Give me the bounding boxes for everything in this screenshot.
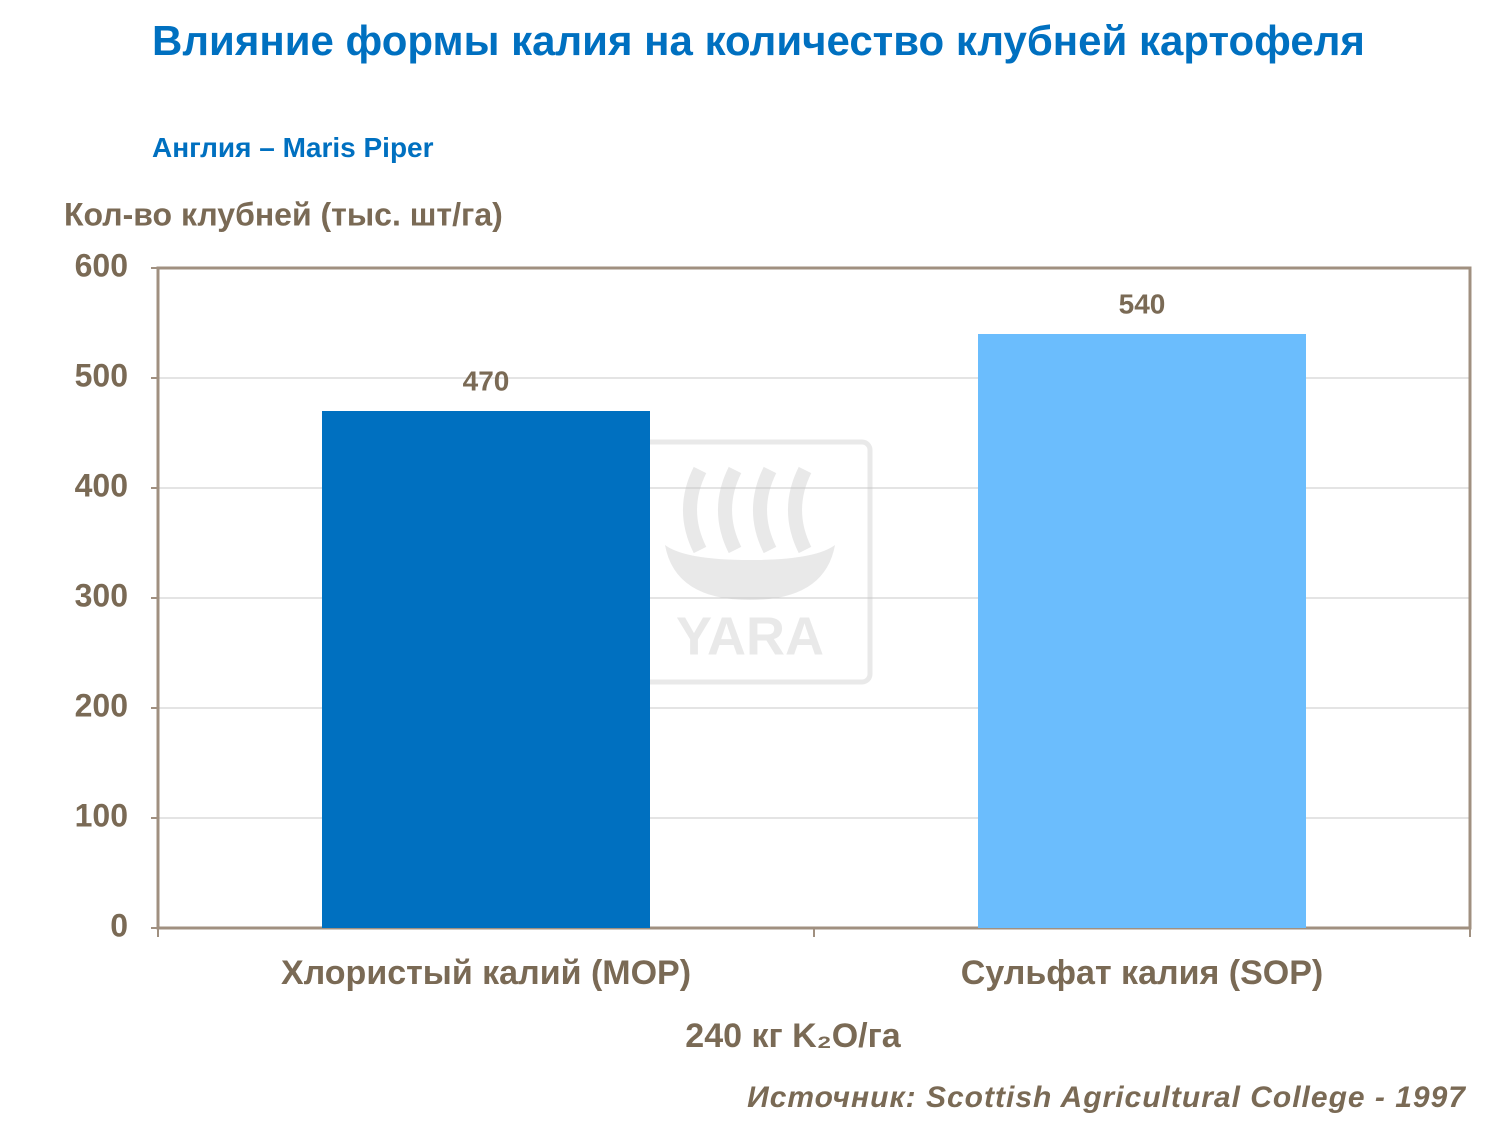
chart-subtitle: Англия – Maris Piper bbox=[152, 132, 434, 163]
x-axis-label: 240 кг K₂O/га bbox=[685, 1017, 902, 1055]
y-tick-label: 100 bbox=[75, 797, 128, 833]
chart-title: Влияние формы калия на количество клубне… bbox=[152, 17, 1365, 64]
y-tick-label: 500 bbox=[75, 357, 128, 393]
y-tick-label: 0 bbox=[110, 907, 128, 943]
value-label: 470 bbox=[463, 365, 510, 396]
bar bbox=[978, 334, 1306, 928]
source: Источник: Scottish Agricultural College … bbox=[747, 1081, 1466, 1114]
y-axis-label: Кол-во клубней (тыс. шт/га) bbox=[64, 196, 503, 232]
x-tick-label: Сульфат калия (SOP) bbox=[961, 954, 1323, 992]
value-label: 540 bbox=[1119, 288, 1166, 319]
y-tick-label: 600 bbox=[75, 247, 128, 283]
bar bbox=[322, 411, 650, 928]
y-tick-label: 300 bbox=[75, 577, 128, 613]
y-tick-label: 200 bbox=[75, 687, 128, 723]
y-tick-label: 400 bbox=[75, 467, 128, 503]
x-tick-label: Хлористый калий (MOP) bbox=[281, 954, 691, 992]
watermark-text: YARA bbox=[676, 606, 824, 666]
watermark-logo: YARA bbox=[627, 439, 873, 685]
